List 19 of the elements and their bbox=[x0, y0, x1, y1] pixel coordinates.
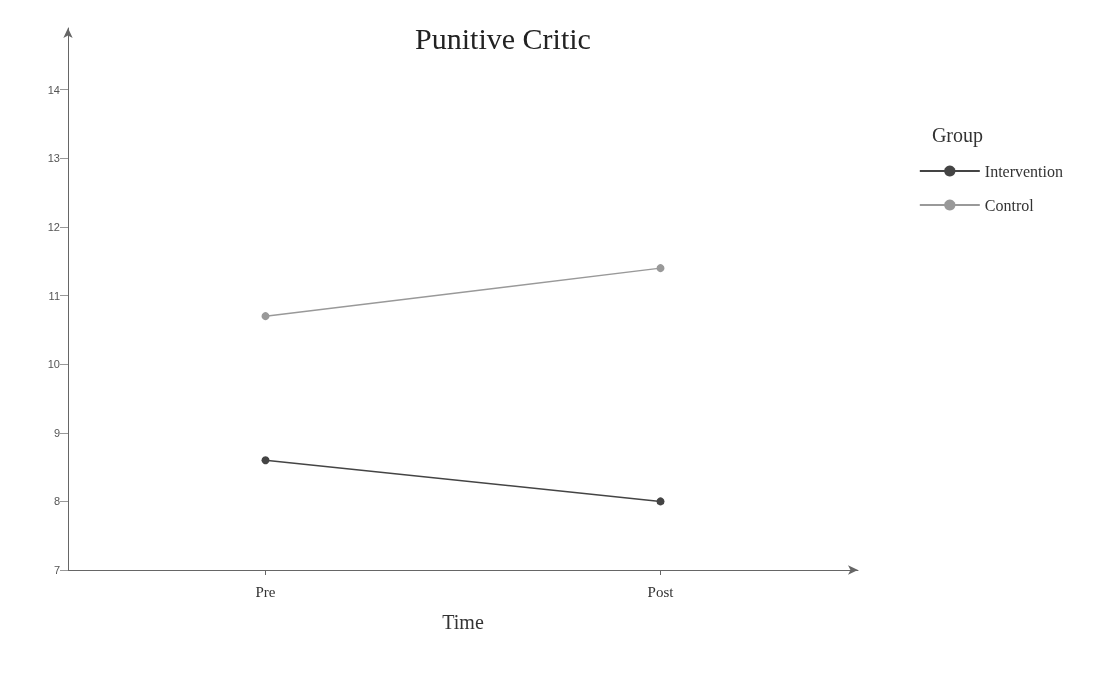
point bbox=[261, 456, 270, 465]
legend-title: Group bbox=[931, 124, 984, 147]
legend-label: Control bbox=[984, 196, 1035, 214]
y-tick-label: 12 bbox=[47, 220, 60, 233]
y-tick-label: 11 bbox=[48, 289, 60, 302]
y-tick-label: 7 bbox=[53, 564, 60, 576]
y-tick-label: 9 bbox=[53, 426, 60, 439]
x-axis-title: Time bbox=[442, 611, 484, 633]
legend-label: Intervention bbox=[984, 162, 1064, 180]
y-tick-label: 8 bbox=[53, 495, 60, 508]
x-tick-label: Pre bbox=[255, 583, 276, 600]
y-tick-label: 14 bbox=[47, 83, 60, 96]
y-tick-label: 13 bbox=[47, 152, 60, 165]
x-tick-label: Post bbox=[647, 583, 675, 600]
point bbox=[656, 497, 665, 506]
y-tick-label: 10 bbox=[47, 358, 60, 371]
point bbox=[261, 312, 270, 321]
point bbox=[656, 264, 665, 273]
chart-title: Punitive Critic bbox=[415, 21, 591, 55]
